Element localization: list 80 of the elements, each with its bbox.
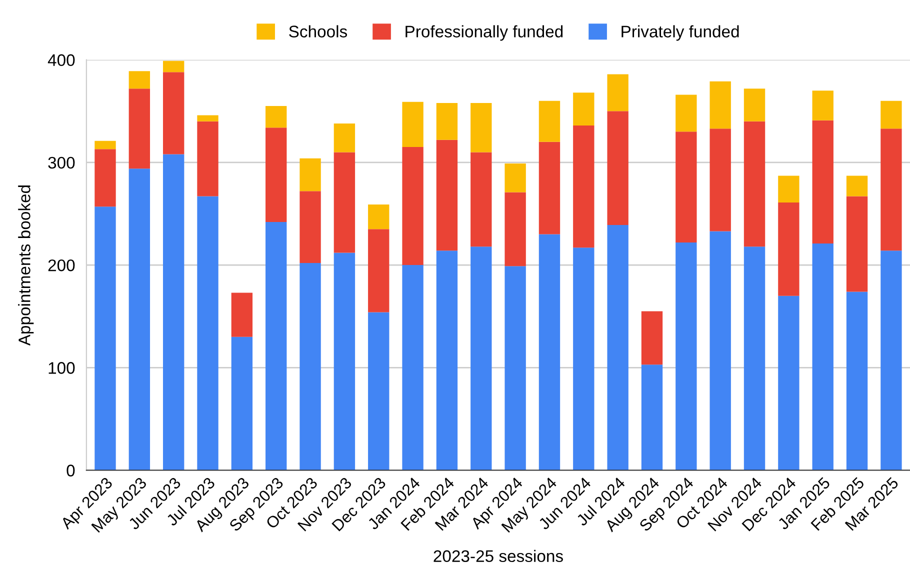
bar [538, 142, 560, 234]
bar [744, 246, 766, 470]
bar [778, 202, 800, 296]
bar [676, 132, 697, 242]
bar [402, 147, 424, 266]
bar [231, 292, 253, 337]
bar [504, 163, 526, 192]
bar [197, 115, 218, 122]
bar [880, 250, 902, 470]
bar [128, 168, 150, 470]
bar [402, 265, 424, 470]
bar [470, 152, 492, 247]
bar [778, 296, 800, 470]
bar [300, 191, 321, 263]
bar [162, 154, 184, 470]
bar [300, 158, 321, 192]
bar [128, 71, 150, 89]
bar [300, 263, 321, 470]
y-tick-label: 400 [48, 54, 75, 66]
bar [607, 111, 628, 226]
y-tick-label: 300 [48, 156, 75, 169]
bar [197, 196, 218, 470]
bar [880, 128, 902, 251]
bar [846, 196, 868, 292]
bar [94, 149, 116, 207]
bar [641, 311, 663, 365]
bar [402, 102, 424, 148]
bar [710, 128, 731, 232]
bar [710, 231, 731, 470]
bar [368, 312, 390, 470]
bar [436, 140, 458, 251]
bar [470, 246, 492, 470]
bar [538, 234, 560, 470]
bar [812, 120, 834, 244]
bar [162, 72, 184, 154]
bar [266, 128, 287, 222]
bar [846, 176, 868, 196]
bar [334, 123, 356, 152]
bar [573, 92, 594, 126]
bar [538, 100, 560, 142]
bar [607, 74, 628, 112]
bar [778, 176, 800, 202]
bar [710, 81, 731, 129]
bar [504, 192, 526, 266]
bar [573, 126, 594, 248]
bar [880, 100, 902, 129]
legend-label: Privately funded [622, 25, 739, 41]
bar [812, 90, 834, 120]
bar [368, 204, 390, 230]
y-tick-label: 0 [66, 464, 75, 476]
bar [128, 88, 150, 169]
bar [744, 121, 766, 247]
bar [812, 244, 834, 470]
y-axis-title: Appointments booked [18, 186, 34, 346]
legend-label: Professionally funded [406, 25, 563, 41]
bar [676, 242, 697, 470]
bar [162, 60, 184, 72]
bar [504, 266, 526, 470]
bar [641, 364, 663, 470]
bar [334, 152, 356, 253]
legend-label: Schools [289, 25, 348, 38]
bar [436, 102, 458, 140]
bar [573, 248, 594, 470]
x-axis-title: 2023-25 sessions [434, 550, 563, 562]
bar [846, 292, 868, 470]
bar [197, 121, 218, 196]
bar [94, 206, 116, 470]
y-tick-label: 100 [48, 362, 75, 374]
bar [607, 225, 628, 470]
bar [436, 250, 458, 470]
bar [744, 88, 766, 122]
bar [470, 102, 492, 152]
bar [266, 106, 287, 128]
bar [231, 336, 253, 470]
bar [266, 222, 287, 470]
bar [368, 229, 390, 312]
bar [94, 140, 116, 150]
bar [676, 94, 697, 132]
bar [334, 252, 356, 470]
y-tick-label: 200 [48, 259, 75, 272]
